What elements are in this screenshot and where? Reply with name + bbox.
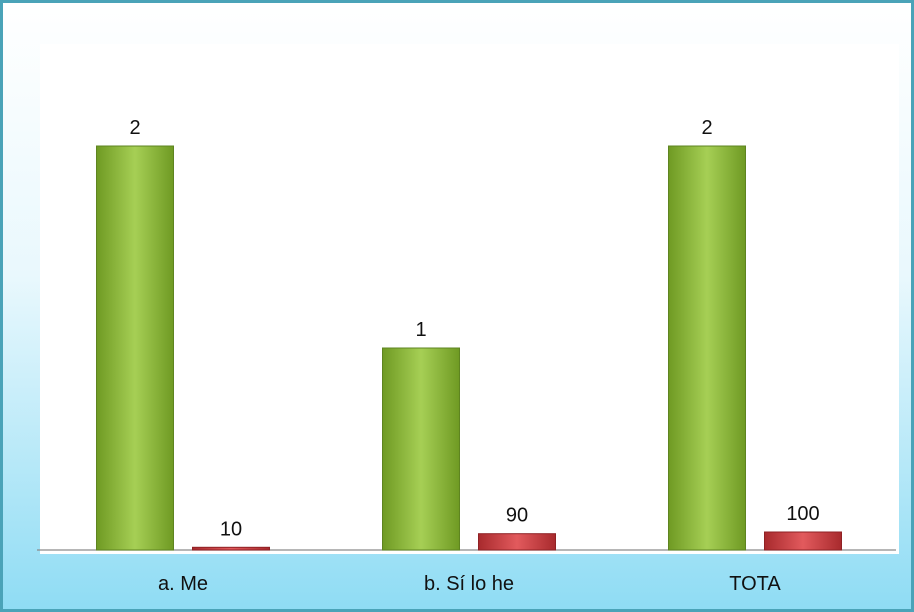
- data-label-s2-2: 90: [506, 505, 528, 527]
- x-tick-label-2: b. Sí lo he: [424, 573, 514, 595]
- data-label-s1-3: 2: [701, 117, 712, 139]
- bar-s1-1: [96, 145, 174, 551]
- bar-s2-2: [478, 533, 556, 551]
- data-label-s1-2: 1: [415, 319, 426, 341]
- bar-s1-2: [382, 347, 460, 551]
- bar-s2-3: [764, 531, 842, 551]
- plot-area: [40, 44, 899, 554]
- bar-s2-1: [192, 546, 270, 551]
- data-label-s2-3: 100: [786, 503, 819, 525]
- x-tick-label-3: TOTA: [729, 573, 781, 595]
- data-label-s1-1: 2: [129, 117, 140, 139]
- data-label-s2-1: 10: [220, 518, 242, 540]
- x-tick-label-1: a. Me: [158, 573, 208, 595]
- bar-s1-3: [668, 145, 746, 551]
